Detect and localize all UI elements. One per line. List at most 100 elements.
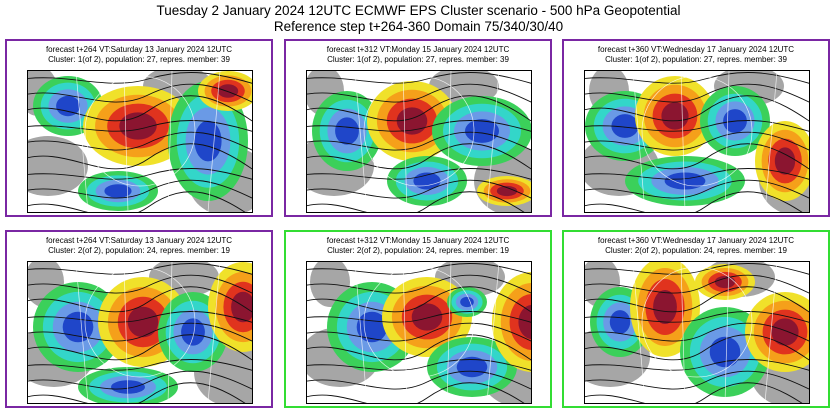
contour-line [307, 322, 531, 342]
contour-line [28, 274, 252, 294]
map-graphic [28, 262, 252, 403]
grid-parallel [84, 266, 196, 378]
panel-forecast-line: forecast t+360 VT:Wednesday 17 January 2… [597, 45, 795, 54]
contour-line [307, 274, 531, 294]
warm-anomaly-area [411, 303, 443, 331]
grid-meridian [354, 71, 368, 212]
contour-line [28, 168, 252, 180]
cold-anomaly-area [664, 172, 706, 190]
panel-cluster-line: Cluster: 2(of 2), population: 24, repres… [327, 246, 509, 255]
cluster-panel: forecast t+360 VT:Wednesday 17 January 2… [562, 39, 830, 217]
cold-anomaly-area [611, 114, 639, 138]
geopotential-map [306, 261, 532, 404]
contour-line [28, 370, 252, 390]
contour-line [585, 83, 809, 103]
map-graphic [585, 71, 809, 212]
grid-meridian [167, 71, 173, 212]
map-graphic [28, 71, 252, 212]
contour-line [28, 286, 252, 313]
panel-forecast-line: forecast t+312 VT:Monday 15 January 2024… [326, 45, 510, 54]
warm-anomaly-area [217, 84, 239, 98]
cluster-panel: forecast t+312 VT:Monday 15 January 2024… [284, 39, 552, 217]
panel-cluster-line: Cluster: 2(of 2), population: 24, repres… [48, 246, 230, 255]
cluster-panel: forecast t+264 VT:Saturday 13 January 20… [5, 230, 273, 408]
contour-line [28, 311, 252, 323]
panel-forecast-line: forecast t+360 VT:Wednesday 17 January 2… [597, 236, 795, 245]
warm-anomaly-area [661, 102, 689, 130]
contour-line [28, 322, 252, 342]
contour-line [28, 120, 252, 132]
contour-line [585, 286, 809, 313]
warm-anomaly-area [231, 291, 252, 323]
cold-anomaly-area [709, 336, 741, 368]
warm-anomaly-area [774, 147, 796, 175]
grid-parallel [363, 75, 475, 187]
cluster-panel: forecast t+264 VT:Saturday 13 January 20… [5, 39, 273, 217]
grid-meridian [632, 262, 646, 403]
grid-meridian [402, 262, 408, 403]
cold-anomaly-area [111, 380, 145, 394]
grid-meridian [446, 262, 452, 403]
grid-meridian [680, 71, 686, 212]
grid-parallel [84, 75, 196, 187]
contour-line [307, 83, 531, 103]
cluster-panel: forecast t+360 VT:Wednesday 17 January 2… [562, 230, 830, 408]
cold-anomaly-area [181, 318, 205, 346]
grid-meridian [167, 262, 173, 403]
grid-meridian [207, 262, 221, 403]
grid-meridian [632, 71, 646, 212]
contour-line [28, 131, 252, 151]
grid-meridian [75, 71, 89, 212]
contour-line [585, 168, 809, 180]
cold-anomaly-area [104, 184, 132, 198]
warm-anomaly-area [771, 318, 799, 346]
contour-line [585, 191, 803, 212]
contour-line [28, 83, 252, 103]
contour-line [585, 72, 809, 84]
grid-meridian [486, 262, 500, 403]
contour-line [307, 359, 531, 371]
contour-line [585, 143, 809, 170]
contour-line [28, 95, 252, 122]
panel-cluster-line: Cluster: 1(of 2), population: 27, repres… [48, 55, 230, 64]
geopotential-map [27, 70, 253, 213]
contour-line [307, 179, 531, 199]
figure-title: Tuesday 2 January 2024 12UTC ECMWF EPS C… [156, 3, 681, 18]
grid-meridian [764, 262, 778, 403]
warm-anomaly-area [653, 290, 677, 324]
contour-line [585, 311, 809, 323]
contour-line [585, 179, 809, 199]
map-graphic [307, 262, 531, 403]
contour-line [307, 311, 531, 323]
grid-meridian [207, 71, 221, 212]
land-mass [28, 136, 88, 196]
geopotential-map [306, 70, 532, 213]
contour-line [307, 334, 531, 361]
warm-anomaly-area [714, 275, 736, 289]
geopotential-map [584, 70, 810, 213]
map-graphic [307, 71, 531, 212]
grid-meridian [75, 262, 89, 403]
contour-line [28, 263, 252, 275]
contour-line [307, 286, 531, 313]
contour-line [28, 334, 252, 361]
contour-line [585, 359, 809, 371]
panel-cluster-line: Cluster: 1(of 2), population: 27, repres… [605, 55, 787, 64]
cluster-panel: forecast t+312 VT:Monday 15 January 2024… [284, 230, 552, 408]
contour-line [585, 120, 809, 132]
contour-line [585, 370, 809, 390]
panel-forecast-line: forecast t+312 VT:Monday 15 January 2024… [326, 236, 510, 245]
cold-anomaly-area [460, 296, 474, 308]
contour-line [307, 131, 531, 151]
panel-cluster-line: Cluster: 2(of 2), population: 24, repres… [605, 246, 787, 255]
panel-forecast-line: forecast t+264 VT:Saturday 13 January 20… [45, 236, 233, 245]
grid-meridian [724, 262, 730, 403]
geopotential-map [584, 261, 810, 404]
contour-line [28, 72, 252, 84]
grid-meridian [764, 71, 778, 212]
grid-meridian [123, 71, 129, 212]
contour-line [307, 191, 525, 212]
grid-parallel [363, 266, 475, 378]
cold-anomaly-area [194, 120, 222, 162]
contour-line [585, 382, 803, 403]
